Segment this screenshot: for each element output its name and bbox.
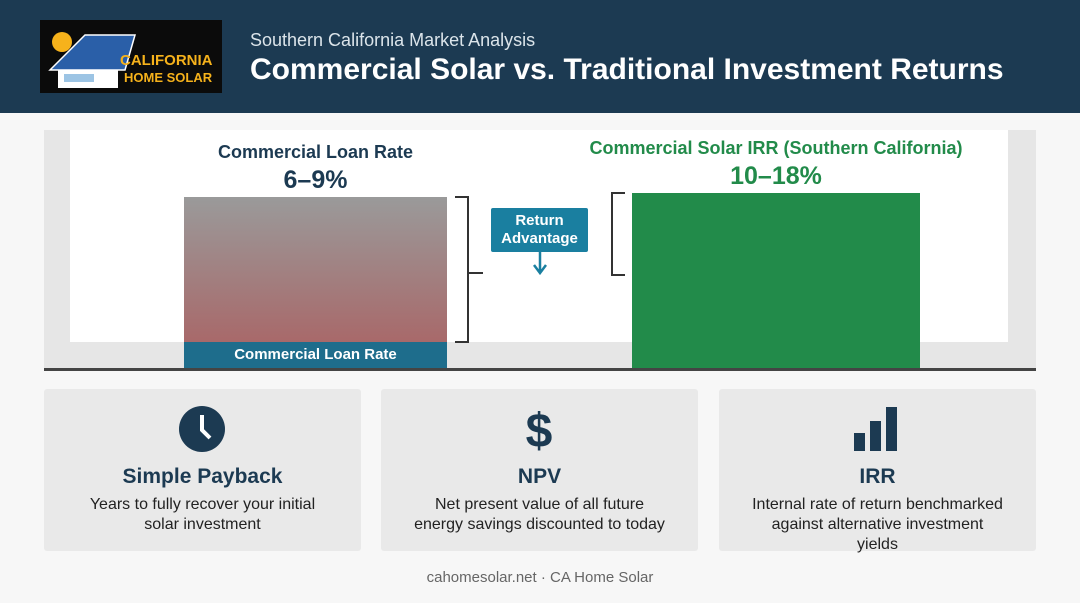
card: $ NPV Net present value of all future en… (381, 389, 698, 551)
card-description: Net present value of all future energy s… (414, 496, 665, 533)
bars-icon (854, 407, 897, 451)
callout: Return Advantage (491, 208, 588, 252)
bar-label: Commercial Loan Rate (184, 342, 447, 368)
clock-icon (179, 406, 225, 452)
right-value: 10–18% (730, 162, 822, 190)
card-title: Simple Payback (122, 465, 283, 488)
card-description: Years to fully recover your initial sola… (89, 496, 316, 533)
baseline (44, 368, 1036, 371)
svg-text:$: $ (526, 405, 553, 455)
logo-text: HOME SOLAR (124, 70, 213, 85)
left-value: 6–9% (283, 166, 348, 194)
card-title: IRR (859, 465, 896, 488)
right-label: Commercial Solar IRR (Southern Californi… (589, 138, 963, 158)
card: Simple Payback Years to fully recover yo… (44, 389, 361, 551)
footer: cahomesolar.net · CA Home Solar (426, 569, 654, 586)
logo: CALIFORNIA HOME SOLAR (40, 20, 222, 93)
card: IRR Internal rate of return benchmarked … (719, 389, 1036, 553)
logo-graphic (48, 32, 136, 88)
left-label: Commercial Loan Rate (217, 142, 414, 162)
logo-text: CALIFORNIA (120, 52, 213, 69)
brackets (455, 192, 625, 343)
subtitle: Southern California Market Analysis (250, 30, 536, 50)
card-title: NPV (517, 465, 562, 488)
right-bar (632, 193, 920, 368)
card-description: Internal rate of return benchmarked agai… (752, 496, 1003, 553)
dollar-icon: $ (526, 405, 553, 455)
left-bar (184, 197, 447, 342)
title: Commercial Solar vs. Traditional Investm… (250, 53, 1004, 86)
